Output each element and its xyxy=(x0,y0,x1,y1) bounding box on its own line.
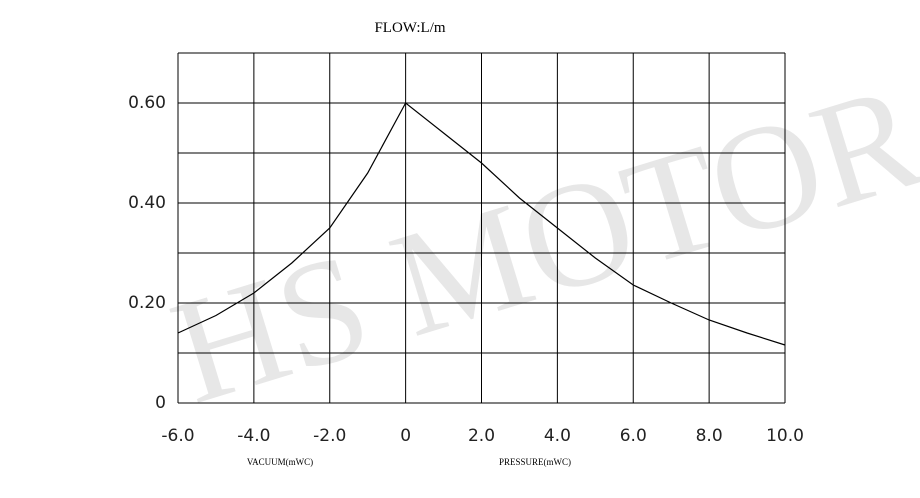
chart-title: FLOW:L/m xyxy=(374,20,445,36)
x-tick-label: -2.0 xyxy=(313,426,346,446)
flow-line xyxy=(177,102,786,346)
x-tick-label: 8.0 xyxy=(696,426,723,446)
x-axis-label: PRESSURE(mWC) xyxy=(499,457,571,467)
watermark: HS MOTOR xyxy=(155,52,920,435)
y-tick-label: 0.60 xyxy=(128,93,166,113)
x-tick-label: 0 xyxy=(400,426,411,446)
y-tick-label: 0.40 xyxy=(128,193,166,213)
x-tick-label: -6.0 xyxy=(161,426,194,446)
y-tick-label: 0 xyxy=(155,393,166,413)
y-tick-label: 0.20 xyxy=(128,293,166,313)
x-tick-label: 2.0 xyxy=(468,426,495,446)
x-axis-label: VACUUM(mWC) xyxy=(247,457,313,467)
x-tick-label: 10.0 xyxy=(766,426,804,446)
x-tick-label: 4.0 xyxy=(544,426,571,446)
x-tick-label: -4.0 xyxy=(237,426,270,446)
x-tick-label: 6.0 xyxy=(620,426,647,446)
